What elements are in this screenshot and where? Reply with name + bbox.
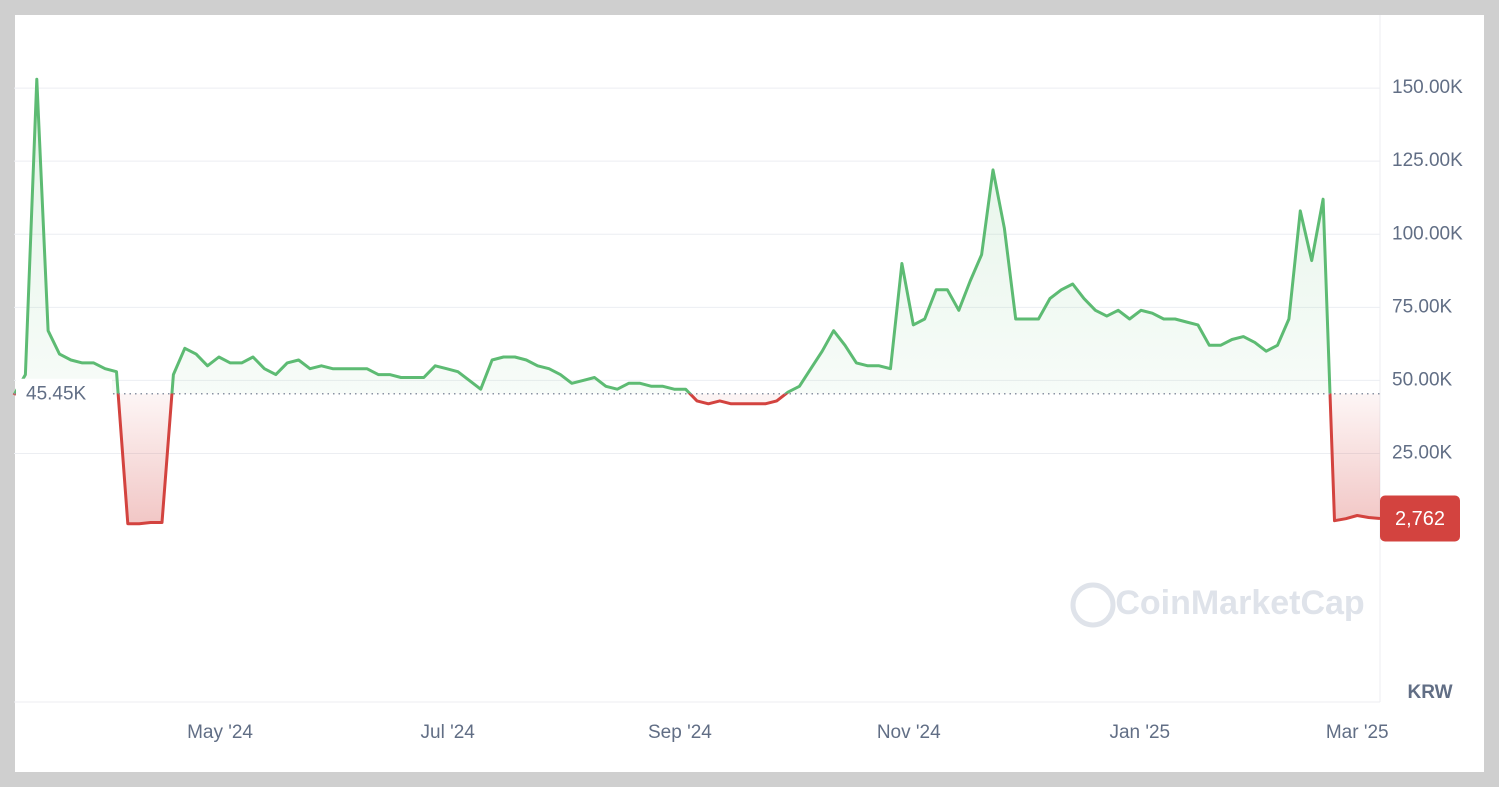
y-tick-label: 100.00K xyxy=(1392,223,1463,244)
baseline-label: 45.45K xyxy=(26,384,87,405)
watermark-logo xyxy=(1070,582,1116,628)
price-tag xyxy=(1380,495,1460,542)
price-line xyxy=(12,77,1381,526)
y-tick-label: 75.00K xyxy=(1392,296,1453,317)
y-tick-label: 125.00K xyxy=(1392,150,1463,171)
y-tick-label: 150.00K xyxy=(1392,77,1463,98)
price-tag-label: 2,762 xyxy=(1395,508,1445,530)
x-tick-label: Jan '25 xyxy=(1109,722,1170,743)
baseline-label-bg xyxy=(16,378,112,409)
x-tick-label: Jul '24 xyxy=(421,722,476,743)
x-tick-label: Mar '25 xyxy=(1326,722,1389,743)
y-tick-label: 50.00K xyxy=(1392,369,1453,390)
x-tick-label: Nov '24 xyxy=(877,722,941,743)
y-tick-label: 25.00K xyxy=(1392,443,1453,464)
watermark: CoinMarketCap xyxy=(1115,584,1364,622)
x-tick-label: May '24 xyxy=(187,722,253,743)
currency: KRW xyxy=(1407,682,1452,703)
area xyxy=(14,79,1380,524)
x-tick-label: Sep '24 xyxy=(648,722,712,743)
